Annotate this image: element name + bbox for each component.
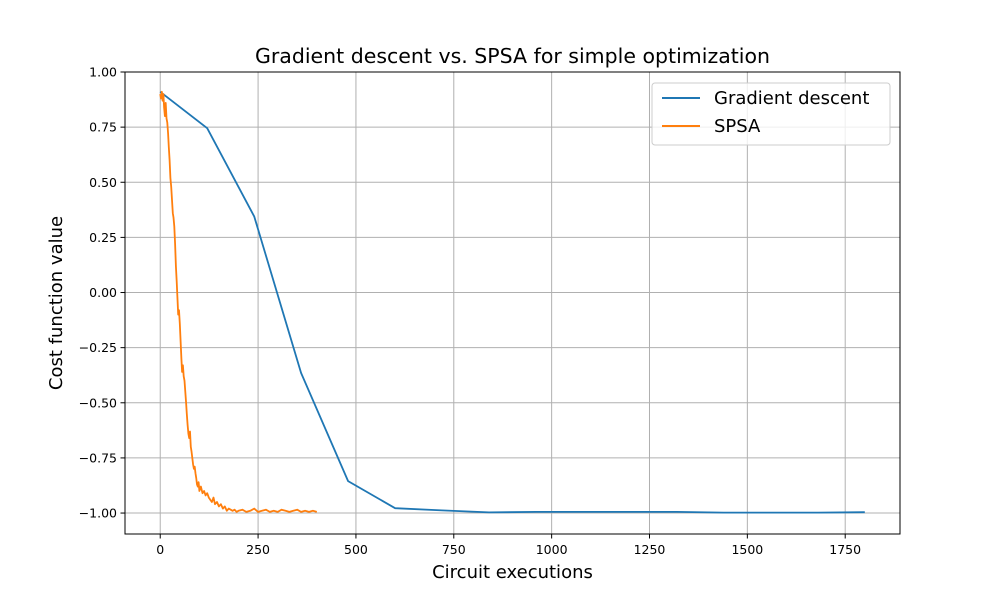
legend-label-spsa: SPSA bbox=[714, 116, 761, 137]
y-tick-label: 0.25 bbox=[89, 230, 117, 245]
grid bbox=[125, 71, 900, 534]
y-tick-label: −0.75 bbox=[79, 450, 117, 465]
series-line-gradient-descent bbox=[159, 91, 865, 514]
y-tick-label: −1.00 bbox=[79, 506, 117, 521]
legend-label-gradient-descent: Gradient descent bbox=[714, 88, 869, 109]
x-tick-label: 1500 bbox=[731, 542, 763, 557]
chart-title: Gradient descent vs. SPSA for simple opt… bbox=[255, 44, 770, 68]
x-tick-label: 1250 bbox=[634, 542, 666, 557]
x-tick-label: 250 bbox=[246, 542, 270, 557]
y-tick-label: −0.25 bbox=[79, 340, 117, 355]
plot-area-frame bbox=[124, 71, 901, 535]
x-tick-label: 0 bbox=[156, 542, 164, 557]
x-tick-label: 1000 bbox=[536, 542, 568, 557]
y-tick-label: 0.00 bbox=[89, 285, 117, 300]
y-axis-label: Cost function value bbox=[46, 216, 67, 390]
x-axis-label: Circuit executions bbox=[432, 562, 593, 583]
axis-ticks: 0 250 500 750 1000 1250 1500 1750 1.00 0.75 0.50 0.… bbox=[79, 65, 861, 558]
x-tick-label: 1750 bbox=[829, 542, 861, 557]
y-tick-label: −0.50 bbox=[79, 395, 117, 410]
y-tick-label: 1.00 bbox=[89, 65, 117, 80]
x-tick-label: 500 bbox=[344, 542, 368, 557]
y-tick-label: 0.75 bbox=[89, 120, 117, 135]
x-tick-label: 750 bbox=[442, 542, 466, 557]
series-lines bbox=[159, 90, 865, 514]
legend-box bbox=[651, 82, 891, 146]
series-line-spsa bbox=[159, 90, 318, 513]
legend: Gradient descent SPSA bbox=[651, 82, 891, 146]
y-tick-label: 0.50 bbox=[89, 175, 117, 190]
